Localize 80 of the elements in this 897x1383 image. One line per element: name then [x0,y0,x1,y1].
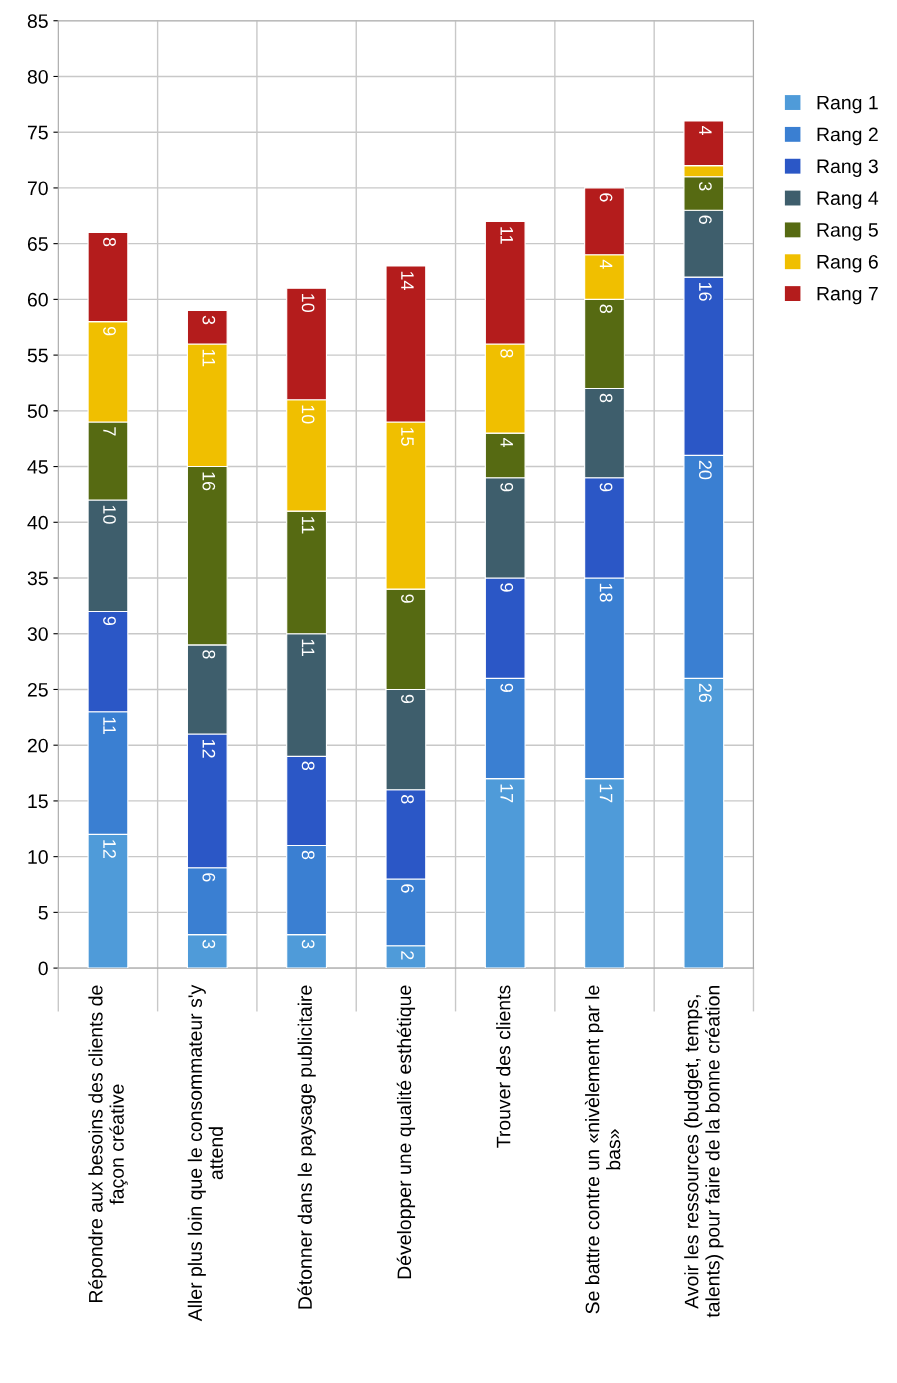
legend-label: Rang 6 [817,254,878,273]
y-tick-label: 75 [27,125,48,140]
y-tick-label: 0 [38,961,48,976]
y-tick-label: 10 [28,850,48,864]
x-tick-label: Trouver des clients [496,985,511,1148]
data-label: 16 [698,282,712,301]
data-label: 11 [500,227,513,244]
y-tick-label: 60 [27,292,48,307]
x-tick-label: Avoir les ressources (budget, temps, talents) pour faire de la bonne création [684,986,724,1318]
data-label: 9 [500,483,514,492]
data-label: 8 [103,237,116,247]
data-label: 11 [202,349,216,367]
data-label: 8 [500,349,514,358]
y-tick-label: 35 [27,571,48,586]
data-label: 9 [103,616,116,626]
data-label: 9 [401,594,414,603]
data-label: 8 [301,761,315,771]
data-label: 3 [698,181,712,191]
data-label: 3 [301,939,315,949]
data-label: 20 [698,460,712,480]
data-label: 17 [599,784,613,803]
y-tick-label: 65 [27,237,48,251]
data-label: 15 [401,427,414,446]
data-label: 3 [202,939,216,949]
data-label: 26 [698,683,712,703]
data-label: 10 [301,294,315,313]
y-tick-label: 30 [27,627,48,641]
data-label: 6 [599,193,613,202]
data-label: 12 [202,739,216,758]
y-tick-label: 70 [27,181,48,196]
x-tick-label: Détonner dans le paysage publicitaire [297,985,316,1309]
y-tick-label: 15 [28,794,48,809]
data-label: 9 [599,483,613,492]
data-label: 4 [599,259,613,269]
legend-label: Rang 5 [817,223,878,241]
x-tick-label: Aller plus loin que le consommateur s'y attend [187,984,223,1322]
data-label: 6 [401,884,414,893]
data-label: 8 [401,795,414,804]
data-label: 11 [301,516,315,534]
data-label: 8 [301,850,315,860]
data-label: 14 [401,271,414,290]
data-label: 7 [103,427,116,436]
data-label: 6 [202,873,216,882]
y-tick-label: 45 [27,460,48,474]
data-label: 10 [301,405,315,424]
data-label: 4 [500,438,513,448]
data-label: 8 [202,650,216,659]
legend-label: Rang 3 [817,159,878,177]
x-tick-label: Répondre aux besoins des clients de façon créative [88,985,128,1303]
x-tick-label: Se battre contre un «nivèlement par le bas» [584,985,621,1314]
y-tick-label: 50 [27,404,48,419]
data-label: 3 [202,315,216,325]
data-label: 17 [500,784,513,803]
data-label: 11 [301,639,315,657]
legend-label: Rang 2 [817,127,878,146]
data-label: 10 [103,505,116,524]
y-tick-label: 80 [27,69,48,84]
data-label: 2 [401,951,414,960]
data-label: 4 [699,125,712,136]
y-tick-label: 5 [38,906,48,920]
legend-label: Rang 7 [817,286,878,305]
x-tick-label: Développer une qualité esthétique [396,985,416,1279]
data-label: 18 [599,583,613,602]
data-label: 9 [500,583,514,592]
legend-label: Rang 4 [817,191,879,209]
legend-label: Rang 1 [817,95,878,114]
y-tick-label: 40 [27,515,48,530]
data-label: 12 [103,840,116,858]
y-tick-label: 55 [27,348,48,363]
data-label: 8 [599,393,613,403]
data-label: 9 [401,694,414,704]
data-label: 6 [698,215,712,224]
data-label: 9 [500,683,514,692]
y-tick-label: 85 [27,14,48,28]
y-tick-label: 25 [27,682,48,697]
data-label: 16 [202,472,216,491]
data-label: 9 [103,326,116,336]
data-label: 11 [103,717,116,735]
y-tick-label: 20 [27,738,48,753]
data-label: 8 [599,304,613,314]
